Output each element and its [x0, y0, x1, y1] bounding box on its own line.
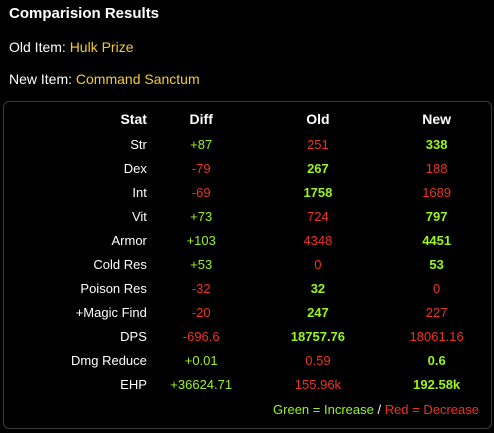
stat-name-cell: DPS	[120, 328, 147, 344]
diff-value-cell: -79	[191, 160, 211, 176]
comparison-panel: Stat Diff Old New Str +87 251 338 Dex -79 267 1…	[3, 101, 492, 429]
color-legend: Green = Increase / Red = Decrease	[273, 402, 479, 417]
stat-name-cell: +Magic Find	[75, 304, 147, 320]
old-value-cell: 251	[307, 136, 329, 152]
stat-name-cell: Armor	[111, 232, 147, 248]
old-value-cell: 155.96k	[294, 376, 342, 392]
table-row: Vit +73 724 797	[4, 204, 491, 228]
stat-name-cell: Vit	[131, 208, 147, 224]
old-value-cell: 724	[307, 208, 329, 224]
stat-name-cell: Int	[132, 184, 147, 200]
comparison-table: Stat Diff Old New Str +87 251 338 Dex -79 267 1…	[4, 106, 491, 396]
diff-value-cell: +53	[190, 256, 213, 272]
diff-value-cell: +87	[190, 136, 213, 152]
stat-name-cell: EHP	[120, 376, 147, 392]
old-item-line: Old Item: Hulk Prize	[9, 39, 133, 55]
table-row: Int -69 1758 1689	[4, 180, 491, 204]
diff-value-cell: +36624.71	[170, 376, 233, 392]
old-value-cell: 267	[307, 160, 329, 176]
new-value-cell: 1689	[422, 184, 452, 200]
new-item-line: New Item: Command Sanctum	[9, 71, 200, 87]
new-item-name: Command Sanctum	[75, 71, 200, 87]
legend-separator: /	[373, 402, 385, 417]
table-row: DPS -696.6 18757.76 18061.16	[4, 324, 491, 348]
stat-name-cell: Cold Res	[93, 256, 147, 272]
old-value-cell: 247	[307, 304, 329, 320]
new-value-cell: 53	[429, 256, 444, 272]
legend-increase: Green = Increase	[273, 402, 374, 417]
new-value-cell: 188	[425, 160, 448, 176]
diff-value-cell: +73	[190, 208, 213, 224]
old-value-cell: 0.59	[305, 352, 331, 368]
table-row: Dex -79 267 188	[4, 156, 491, 180]
new-item-label: New Item:	[9, 71, 76, 87]
diff-value-cell: +103	[186, 232, 216, 248]
stat-name-cell: Poison Res	[80, 280, 147, 296]
new-value-cell: 227	[425, 304, 448, 320]
old-value-cell: 1758	[303, 184, 333, 200]
old-item-name: Hulk Prize	[69, 39, 134, 55]
header-old: Old	[306, 111, 330, 127]
stat-name-cell: Dex	[123, 160, 147, 176]
stat-name-cell: Dmg Reduce	[71, 352, 147, 368]
diff-value-cell: -696.6	[182, 328, 220, 344]
old-value-cell: 4348	[303, 232, 333, 248]
diff-value-cell: -69	[191, 184, 211, 200]
new-value-cell: 4451	[422, 232, 452, 248]
new-value-cell: 192.58k	[413, 376, 461, 392]
old-item-label: Old Item:	[9, 39, 70, 55]
legend-decrease: Red = Decrease	[384, 402, 479, 417]
header-new: New	[422, 111, 452, 127]
table-row: Poison Res -32 32 0	[4, 276, 491, 300]
new-value-cell: 797	[425, 208, 448, 224]
diff-value-cell: -32	[191, 280, 211, 296]
table-row: Armor +103 4348 4451	[4, 228, 491, 252]
diff-value-cell: -20	[191, 304, 211, 320]
new-value-cell: 338	[425, 136, 448, 152]
table-row: +Magic Find -20 247 227	[4, 300, 491, 324]
header-diff: Diff	[189, 111, 213, 127]
old-value-cell: 32	[310, 280, 326, 296]
old-value-cell: 0	[314, 256, 322, 272]
table-row: Dmg Reduce +0.01 0.59 0.6	[4, 348, 491, 372]
table-row: Str +87 251 338	[4, 132, 491, 156]
new-value-cell: 0.6	[427, 352, 446, 368]
new-value-cell: 0	[433, 280, 441, 296]
header-stat: Stat	[120, 111, 147, 127]
table-header-row: Stat Diff Old New	[4, 106, 491, 132]
table-row: Cold Res +53 0 53	[4, 252, 491, 276]
diff-value-cell: +0.01	[184, 352, 218, 368]
table-row: EHP +36624.71 155.96k 192.58k	[4, 372, 491, 396]
results-title: Comparision Results	[9, 5, 160, 22]
stat-name-cell: Str	[130, 136, 147, 152]
new-value-cell: 18061.16	[409, 328, 464, 344]
old-value-cell: 18757.76	[290, 328, 346, 344]
